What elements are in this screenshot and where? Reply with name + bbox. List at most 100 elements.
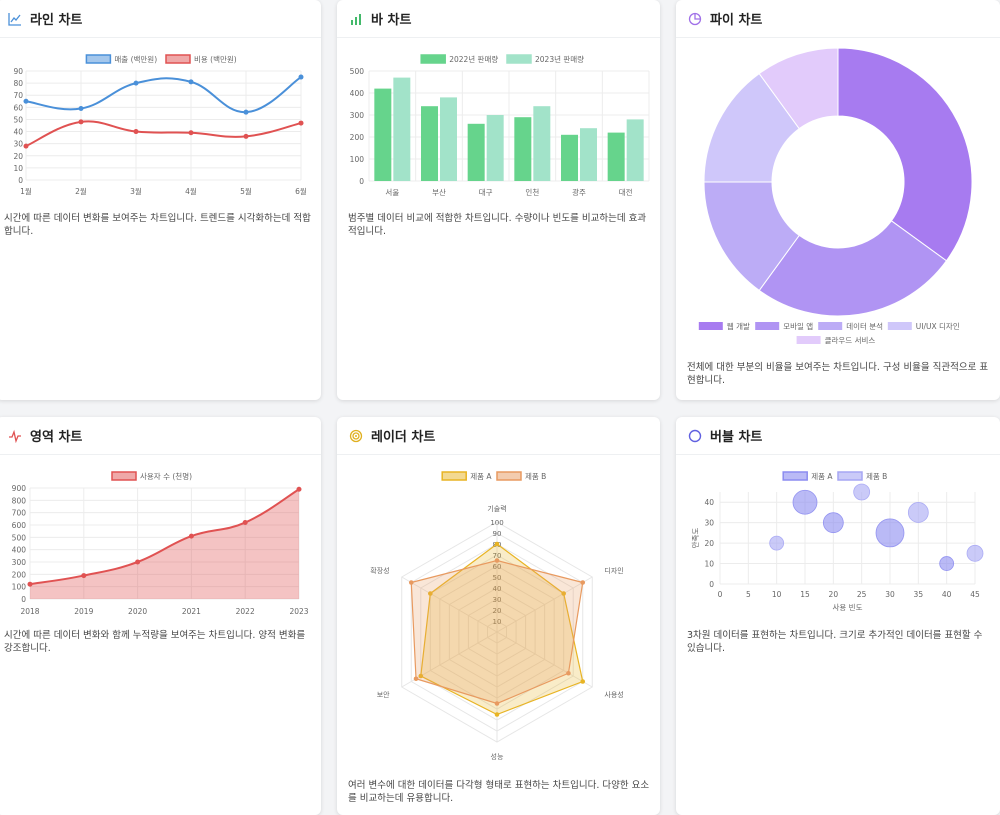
legend-label: 비용 (백만원): [194, 54, 237, 64]
legend-swatch: [755, 322, 780, 330]
y-tick-label: 100: [12, 583, 27, 592]
y-tick-label: 30: [704, 519, 714, 528]
data-point: [580, 679, 586, 684]
x-tick-label: 0: [718, 590, 723, 599]
x-tick-label: 10: [772, 590, 782, 599]
card-header: 바 차트: [337, 0, 660, 38]
x-tick-label: 인천: [525, 187, 539, 197]
x-tick-label: 25: [857, 590, 867, 599]
legend-label: 2023년 판매량: [535, 54, 584, 64]
y-tick-label: 30: [13, 140, 23, 149]
data-point: [494, 558, 500, 563]
x-tick-label: 2021: [182, 607, 201, 616]
pie-slice: [758, 220, 948, 317]
data-point: [413, 676, 419, 682]
y-tick-label: 600: [12, 521, 27, 530]
data-point: [243, 109, 249, 115]
bubble: [822, 512, 844, 534]
x-tick-label: 5: [746, 590, 751, 599]
bar-chart-icon: [351, 13, 361, 25]
bubble: [769, 535, 785, 551]
bubble-chart: 제품 A 제품 B 0 10 20 30 40 0 5 10 15 20 25 30 35 40 45 사용 빈도…: [691, 471, 984, 612]
data-point: [188, 79, 194, 85]
x-tick-label: 대전: [619, 187, 633, 197]
y-tick-label: 100: [350, 155, 365, 164]
y-tick-label: 300: [12, 558, 27, 567]
radar-spoke: [401, 576, 498, 633]
bar: [533, 106, 551, 181]
y-tick-label: 40: [704, 498, 714, 507]
y-tick-label: 500: [350, 67, 365, 76]
x-tick-label: 광주: [572, 187, 586, 197]
y-tick-label: 20: [13, 152, 23, 161]
data-point: [298, 74, 304, 80]
data-point: [133, 129, 139, 135]
legend-swatch: [837, 471, 863, 481]
y-tick-label: 900: [12, 484, 27, 493]
x-tick-label: 2023: [289, 607, 308, 616]
legend-label: 데이터 분석: [846, 321, 883, 331]
data-point: [408, 580, 414, 585]
axis-label: 확장성: [370, 566, 389, 575]
data-point: [580, 580, 586, 585]
x-tick-label: 2018: [20, 607, 39, 616]
y-tick-label: 0: [359, 177, 364, 186]
bar-chart-card: 바 차트 2022년 판매량 2023년 판매량 0 100 200 300 400 500 서…: [337, 0, 660, 400]
legend-swatch: [111, 471, 137, 481]
data-point: [78, 106, 84, 112]
x-tick-label: 2020: [128, 607, 147, 616]
area-chart: 사용자 수 (천명) 0 100 200 300 400 500 600 700 800 900 20…: [12, 471, 309, 616]
data-point: [298, 120, 304, 126]
series-line: [29, 488, 300, 586]
legend-swatch: [420, 54, 446, 64]
bar: [514, 117, 532, 181]
radar-chart: 제품 A제품 B102030405060708090100기술력디자인사용성성능…: [370, 471, 624, 761]
x-tick-label: 35: [914, 590, 924, 599]
data-point: [27, 581, 33, 587]
data-point: [242, 520, 248, 526]
y-tick-label: 20: [704, 539, 714, 548]
legend-label: 사용자 수 (천명): [140, 471, 192, 481]
legend-swatch: [887, 322, 912, 330]
legend-label: 제품 B: [866, 472, 887, 481]
y-tick-label: 200: [12, 570, 27, 579]
line-chart: 매출 (백만원) 비용 (백만원) 0 10 20 30 40 50 60 70 80 90 1월 2월 3…: [13, 54, 307, 196]
bubble-icon: [688, 429, 702, 442]
legend-label: 2022년 판매량: [449, 54, 498, 64]
legend-swatch: [782, 471, 808, 481]
activity-icon: [9, 429, 21, 443]
y-tick-label: 800: [12, 496, 27, 505]
x-tick-label: 30: [885, 590, 895, 599]
x-tick-label: 15: [800, 590, 810, 599]
x-tick-label: 서울: [385, 188, 399, 197]
area-fill: [30, 489, 299, 599]
legend-label: 웹 개발: [727, 321, 750, 331]
legend-swatch: [441, 471, 467, 481]
bubble: [853, 483, 871, 501]
card-title: 영역 차트: [30, 430, 83, 445]
pie-slice: [758, 47, 839, 130]
y-tick-label: 90: [13, 67, 23, 76]
card-title: 레이더 차트: [371, 430, 436, 445]
data-point: [78, 119, 84, 125]
x-tick-label: 40: [942, 590, 952, 599]
data-point: [418, 673, 424, 679]
y-tick-label: 0: [709, 580, 714, 589]
data-point: [243, 133, 249, 139]
card-description: 시간에 따른 데이터 변화와 함께 누적량을 보여주는 차트입니다. 양적 변화…: [4, 630, 306, 654]
card-header: 버블 차트: [676, 417, 1000, 455]
legend-swatch: [85, 54, 112, 64]
y-tick-label: 80: [13, 79, 23, 88]
card-description: 3차원 데이터를 표현하는 차트입니다. 크기로 추가적인 데이터를 표현할 수…: [687, 630, 983, 654]
radar-spoke: [496, 576, 593, 633]
x-tick-label: 부산: [432, 187, 446, 197]
x-tick-label: 5월: [240, 186, 252, 196]
y-tick-label: 400: [350, 89, 365, 98]
y-tick-label: 500: [12, 533, 27, 542]
pie-chart-icon: [688, 12, 702, 25]
bar: [607, 132, 625, 181]
x-tick-label: 1월: [20, 186, 32, 196]
data-point: [428, 591, 433, 596]
x-tick-label: 6월: [295, 186, 307, 196]
legend-swatch: [165, 54, 191, 64]
